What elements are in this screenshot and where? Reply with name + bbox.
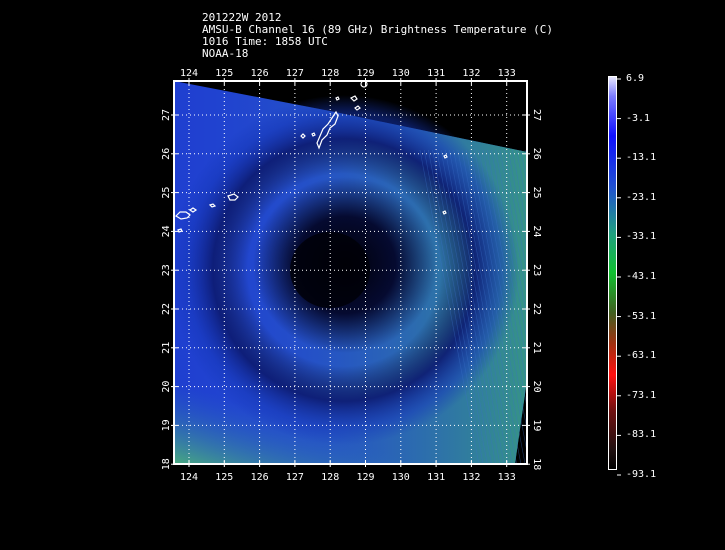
scan-line [478, 149, 527, 409]
lon-label-top: 124 [180, 68, 198, 79]
colorbar-label: -63.1 [626, 350, 657, 362]
scan-line [419, 149, 480, 464]
colorbar-label: -83.1 [626, 429, 657, 441]
scan-line [470, 149, 527, 454]
scan-line [512, 149, 527, 230]
lon-label-bottom: 124 [180, 472, 198, 483]
colorbar-label: -3.1 [626, 112, 651, 124]
lon-label-top: 126 [251, 68, 269, 79]
lon-label-bottom: 126 [251, 472, 269, 483]
lon-label-bottom: 125 [215, 472, 233, 483]
lon-label-top: 128 [321, 68, 339, 79]
scan-line [486, 149, 527, 364]
colorbar-gradient [609, 77, 616, 469]
amami-islands [335, 95, 361, 111]
longitude-labels-bottom: 124 125 126 127 128 129 130 131 132 133 [180, 472, 516, 483]
lon-label-top: 133 [498, 68, 516, 79]
lat-label-left: 25 [161, 187, 172, 199]
lon-label-top: 130 [392, 68, 410, 79]
colorbar-label: 6.9 [626, 73, 645, 84]
scan-line [503, 149, 527, 275]
lat-label-right: 23 [531, 264, 542, 276]
coastlines [175, 80, 448, 233]
tick-marks [171, 78, 530, 467]
lon-label-bottom: 127 [286, 472, 304, 483]
longitude-labels-top: 124 125 126 127 128 129 130 131 132 133 [180, 68, 516, 79]
scan-line [482, 149, 527, 387]
colorbar-label: -43.1 [626, 271, 657, 282]
lat-label-left: 19 [161, 419, 172, 431]
kerama-islands [300, 132, 316, 139]
colorbar-label: -23.1 [626, 191, 657, 203]
lon-label-top: 127 [286, 68, 304, 79]
scan-line [449, 149, 509, 464]
lat-label-right: 20 [531, 381, 542, 393]
colorbar-frame [608, 76, 617, 470]
lat-label-left: 26 [161, 148, 172, 160]
lat-label-right: 24 [531, 225, 542, 237]
lat-label-left: 20 [161, 381, 172, 393]
lon-label-top: 131 [427, 68, 445, 79]
lat-label-left: 27 [161, 109, 172, 121]
miyako-island [227, 193, 239, 201]
product-title: 201222W 2012 [202, 11, 282, 24]
scan-line [461, 149, 522, 464]
scan-line [474, 149, 527, 432]
colorbar-label: -73.1 [626, 389, 657, 401]
lon-label-top: 129 [356, 68, 374, 79]
colorbar-label: -33.1 [626, 231, 657, 243]
latitude-labels-right: 27 26 25 24 23 22 21 20 19 18 [531, 109, 542, 470]
lat-label-right: 22 [531, 303, 542, 315]
colorbar-label: -13.1 [626, 152, 657, 164]
satellite-name: NOAA-18 [202, 47, 249, 60]
lat-label-right: 21 [531, 342, 542, 354]
channel-description: AMSU-B Channel 16 (89 GHz) Brightness Te… [202, 23, 553, 36]
lon-label-bottom: 130 [392, 472, 410, 483]
lon-label-top: 132 [462, 68, 480, 79]
scan-line [432, 149, 492, 464]
lon-label-bottom: 133 [498, 472, 516, 483]
lat-label-left: 22 [161, 303, 172, 315]
okinawa-island [316, 110, 339, 150]
scan-line [428, 149, 488, 464]
observation-time: 1016 Time: 1858 UTC [202, 35, 328, 48]
scan-line [520, 149, 527, 185]
scan-lines [419, 149, 527, 464]
lat-label-right: 19 [531, 419, 542, 431]
colorbar-label: -53.1 [626, 310, 657, 322]
lat-label-right: 25 [531, 187, 542, 199]
map-frame [173, 80, 528, 465]
scan-line [491, 149, 527, 342]
lat-label-right: 26 [531, 148, 542, 160]
lat-label-right: 27 [531, 109, 542, 121]
daito-islands [442, 154, 448, 215]
lat-label-left: 24 [161, 225, 172, 237]
scan-line [453, 149, 513, 464]
colorbar-label: -93.1 [626, 469, 657, 480]
scan-line [436, 149, 496, 464]
scan-line [457, 149, 517, 464]
lon-label-bottom: 128 [321, 472, 339, 483]
scan-line [423, 149, 484, 464]
scan-line [507, 149, 527, 252]
ishigaki-island [175, 203, 217, 220]
lon-label-bottom: 132 [462, 472, 480, 483]
satellite-swath [174, 81, 527, 464]
lon-label-top: 125 [215, 68, 233, 79]
scan-line [465, 149, 526, 464]
lat-label-right: 18 [531, 458, 542, 470]
lat-label-left: 23 [161, 264, 172, 276]
lon-label-bottom: 129 [356, 472, 374, 483]
scan-line [444, 149, 505, 464]
lat-label-left: 21 [161, 342, 172, 354]
colorbar-ticks [617, 78, 621, 476]
lat-label-left: 18 [161, 458, 172, 470]
latitude-labels-left: 27 26 25 24 23 22 21 20 19 18 [161, 109, 172, 470]
yonaguni-island [177, 228, 183, 233]
scan-line [499, 149, 527, 297]
scan-line [495, 149, 527, 320]
lon-label-bottom: 131 [427, 472, 445, 483]
